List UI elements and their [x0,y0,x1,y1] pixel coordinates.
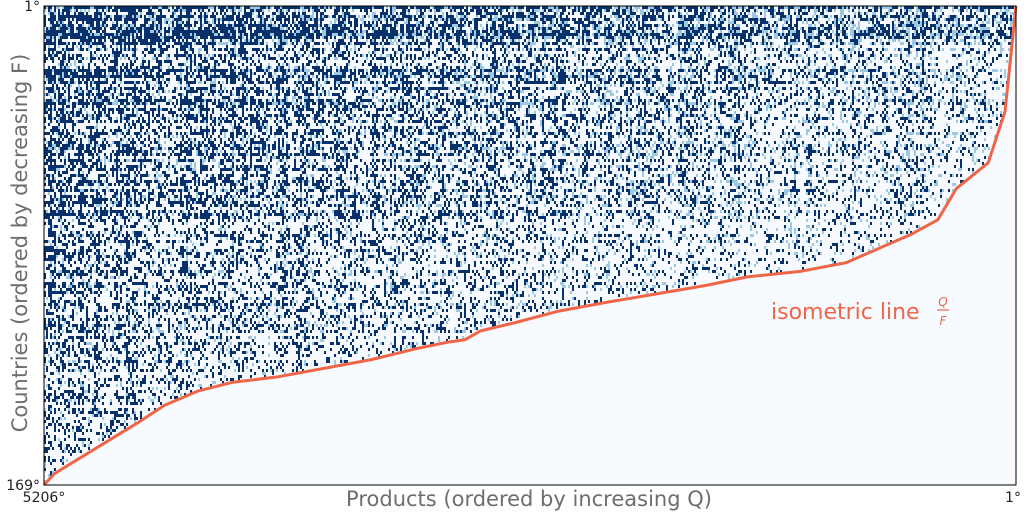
isometric-line [42,5,1018,487]
matrix-cells [44,6,1016,483]
x-tick-label-left: 5206° [23,490,66,506]
isometric-line-annotation: isometric line Q F [771,295,949,328]
annotation-fraction-denominator: F [940,314,948,328]
x-axis-label: Products (ordered by increasing Q) [346,487,712,511]
y-axis-label: Countries (ordered by decreasing F) [8,54,32,433]
x-tick-label-right: 1° [1005,490,1021,506]
plot-frame [43,5,1017,486]
annotation-fraction-numerator: Q [938,295,947,309]
y-tick-label-bottom: 169° [6,478,40,494]
annotation-label: isometric line [771,300,920,325]
matrix-cells-dense [44,6,1016,477]
y-tick-label-top: 1° [24,0,40,15]
